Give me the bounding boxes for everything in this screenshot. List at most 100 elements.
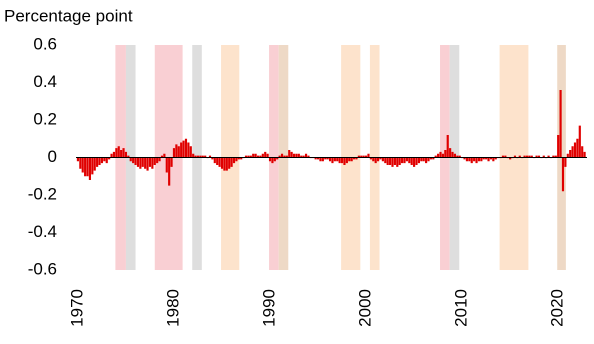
bar [314,157,317,160]
bar [290,151,293,158]
bar [583,151,586,158]
x-tick-label: 2000 [356,289,375,327]
bar [441,153,445,158]
bar [172,148,176,158]
bar [410,157,413,165]
bar [391,157,394,167]
bar [413,157,416,167]
bar [110,153,113,158]
bar [343,157,346,165]
bar [482,157,485,160]
y-axis-label: Percentage point [4,6,133,25]
bar [396,157,399,167]
bar [148,157,152,167]
bar [331,157,334,164]
bar [350,157,353,162]
bar [340,157,344,164]
bar [355,157,358,160]
bar [427,157,430,162]
x-tick-label: 1980 [163,289,182,327]
bar [302,155,305,158]
bar [434,155,437,158]
bar [139,157,142,169]
bar [194,155,197,158]
bar [98,157,101,165]
bar [554,155,557,158]
bar [225,157,228,171]
y-tick-label: 0 [48,147,57,166]
bar [446,135,449,158]
bar [456,155,459,158]
bar [271,157,274,164]
bar [300,155,303,158]
y-tick-label: -0.6 [28,259,57,278]
bar [559,90,562,158]
bar [374,157,377,164]
bar [158,157,161,162]
bar [417,157,420,164]
bar [108,157,111,160]
bar [112,151,116,158]
bar [525,155,529,158]
bar [96,157,99,167]
bar [304,153,308,158]
bar [105,157,108,164]
bar [473,157,476,162]
bar [261,153,264,158]
bar [235,157,238,162]
bar [437,153,440,158]
bar [264,151,267,158]
bar [93,157,96,171]
bar [422,157,425,162]
bar [578,125,581,158]
bar [561,157,565,192]
bar [216,157,219,165]
bar [398,157,401,165]
bar [523,155,526,158]
bar [84,157,87,177]
bar [372,157,375,162]
bar [273,157,276,162]
bar [211,157,214,160]
bar [336,157,339,162]
bar [465,157,469,162]
y-tick-label: -0.4 [28,222,57,241]
bar [408,157,411,164]
bar [389,157,392,165]
bar [180,142,183,158]
bar [86,157,89,177]
bar [256,155,260,158]
bar [244,155,248,158]
bar [470,157,473,164]
bar [247,155,250,158]
bar [384,157,387,164]
bar [153,157,156,165]
x-tick-label: 2010 [452,289,471,327]
bar [220,157,224,169]
bar [381,157,384,162]
bar [451,151,454,158]
bar [581,146,584,158]
bar [223,157,226,171]
x-tick-label: 2020 [548,289,567,327]
bar [357,155,360,158]
bar [156,157,159,164]
bar [184,138,188,158]
bar [141,157,144,167]
bar [134,157,137,165]
bar [81,157,84,173]
y-tick-label: 0.4 [33,72,57,91]
bar [518,155,521,158]
bar [117,146,120,158]
bar [163,153,166,158]
bar [364,155,368,158]
bar [377,157,380,162]
bar [196,155,200,158]
bar [504,155,507,158]
bar [146,157,149,171]
bar [213,157,216,164]
bar [252,153,255,158]
bar [240,157,243,160]
bar [319,157,322,162]
